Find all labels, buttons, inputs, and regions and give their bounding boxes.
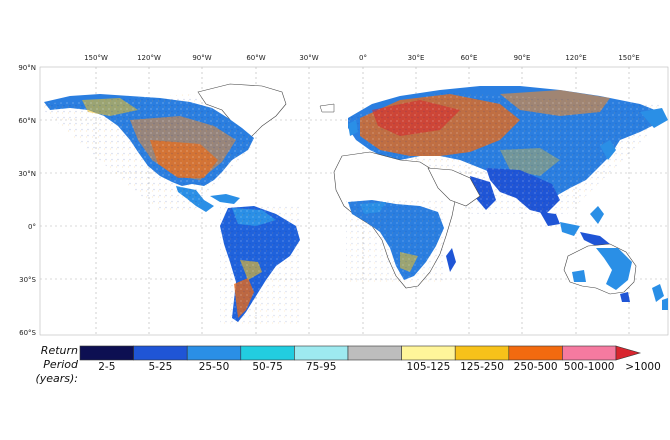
- southeast-asia-region: [540, 206, 610, 246]
- lat-label-60s: 60°S: [19, 329, 36, 337]
- legend-label-9: 500-1000: [563, 361, 615, 373]
- lat-label-60n: 60°N: [18, 117, 36, 125]
- lat-label-0: 0°: [28, 223, 36, 231]
- legend-swatch-5: [347, 345, 402, 361]
- lat-label-30s: 30°S: [19, 276, 36, 284]
- lon-label-0: 0°: [359, 54, 367, 62]
- legend-label-2: 25-50: [198, 361, 230, 373]
- eurasia-region: [346, 86, 662, 214]
- legend-swatch-7: [454, 345, 510, 361]
- lon-label-60w: 60°W: [246, 54, 265, 62]
- south-america-region: [220, 206, 302, 324]
- legend-swatch-4: [294, 345, 349, 361]
- lon-label-150w: 150°W: [84, 54, 108, 62]
- legend-label-0: 2-5: [98, 361, 116, 373]
- legend-label-4: 75-95: [305, 361, 337, 373]
- legend-label-3: 50-75: [252, 361, 283, 373]
- africa-region: [333, 151, 457, 289]
- lon-label-30w: 30°W: [299, 54, 318, 62]
- lon-label-150e: 150°E: [618, 54, 639, 62]
- lon-label-30e: 30°E: [408, 54, 425, 62]
- british-isles: [319, 103, 358, 136]
- legend-title-line1: Return: [40, 344, 78, 357]
- arabia-outline: [427, 167, 481, 207]
- legend-label-7: 125-250: [460, 361, 504, 373]
- legend-swatch-6: [401, 345, 456, 361]
- legend-swatch-3: [240, 345, 295, 361]
- legend-label-6: 105-125: [406, 361, 451, 373]
- legend-swatch-1: [133, 345, 188, 361]
- legend-label-overflow: >1000: [625, 361, 661, 373]
- legend-swatch-8: [508, 345, 563, 361]
- legend-label-8: 250-500: [513, 361, 558, 373]
- legend-overflow-arrow: [615, 345, 642, 361]
- lon-label-60e: 60°E: [461, 54, 478, 62]
- legend-title: Return Period (years):: [0, 344, 78, 386]
- legend-title-line2: Period (years):: [35, 358, 78, 385]
- northeast-asia-islands: [600, 108, 668, 160]
- lat-label-90n: 90°N: [18, 64, 36, 72]
- lon-label-120w: 120°W: [137, 54, 161, 62]
- legend-swatch-9: [562, 345, 617, 361]
- north-america-region: [44, 94, 256, 212]
- australia-region: [563, 243, 668, 310]
- latitude-labels: 90°N 60°N 30°N 0° 30°S 60°S: [18, 64, 36, 337]
- longitude-labels: 150°W 120°W 90°W 60°W 30°W 0° 30°E 60°E …: [84, 54, 640, 62]
- lon-label-90w: 90°W: [192, 54, 211, 62]
- lon-label-120e: 120°E: [565, 54, 586, 62]
- map-frame: [39, 66, 669, 336]
- legend-swatch-0: [79, 345, 134, 361]
- greenland-outline: [197, 83, 287, 141]
- lat-label-30n: 30°N: [18, 170, 36, 178]
- legend-swatch-2: [186, 345, 242, 361]
- legend-label-1: 5-25: [148, 361, 173, 373]
- legend-colorbar: [79, 345, 642, 361]
- lon-label-90e: 90°E: [514, 54, 531, 62]
